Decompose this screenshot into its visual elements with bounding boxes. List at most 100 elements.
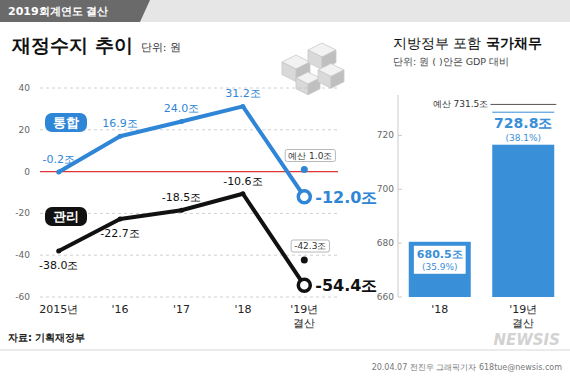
data-label: 680.5조 bbox=[417, 248, 463, 261]
cube-right bbox=[331, 70, 344, 88]
x-tick-label-line: 결산 bbox=[293, 317, 315, 330]
x-tick-label: 2015년 bbox=[39, 303, 78, 316]
series-name: 통합 bbox=[53, 115, 79, 130]
grid-line bbox=[40, 88, 338, 89]
x-tick-label: '18 bbox=[234, 303, 251, 316]
data-label: -18.5조 bbox=[162, 191, 201, 204]
y-tick bbox=[398, 135, 402, 136]
y-tick-label: 680 bbox=[377, 238, 394, 248]
x-tick-label: '16 bbox=[112, 303, 129, 316]
plot bbox=[56, 104, 310, 291]
data-label: -0.2조 bbox=[42, 153, 74, 166]
bar-label-box bbox=[491, 113, 555, 145]
header-tag: 2019회계연도 결산 bbox=[8, 5, 108, 18]
budget-point bbox=[301, 166, 308, 173]
y-tick-label: 40 bbox=[19, 83, 31, 93]
data-label: -10.6조 bbox=[223, 175, 262, 188]
credit: 20.04.07 전진우 그래픽기자 618tue@newsis.com bbox=[372, 363, 563, 372]
cube-left bbox=[296, 78, 308, 95]
x-tick-label: '17 bbox=[173, 303, 190, 316]
point bbox=[179, 119, 184, 124]
series-name: 관리 bbox=[53, 209, 79, 224]
point bbox=[240, 104, 245, 109]
bar-label: 728.8조 (38.1%) bbox=[491, 113, 555, 145]
background bbox=[0, 0, 570, 377]
series-line bbox=[59, 194, 305, 286]
cube-left bbox=[282, 62, 296, 82]
x-axis: 2015년 '16 '17 '18 '19년결산 bbox=[39, 303, 318, 330]
title-part: 지방정부 포함 bbox=[393, 35, 486, 51]
bars bbox=[409, 104, 557, 297]
header-tag-bg bbox=[0, 0, 150, 22]
data-label: 728.8조 bbox=[494, 115, 552, 131]
ratio-label: (38.1%) bbox=[505, 133, 541, 143]
source: 자료: 기획재정부 bbox=[8, 332, 85, 343]
budget-label: 예산 731.5조 bbox=[433, 99, 489, 109]
title-part: 국가채무 bbox=[486, 35, 542, 51]
grid-line bbox=[40, 171, 338, 172]
point bbox=[56, 170, 61, 175]
y-tick-label: 700 bbox=[377, 184, 394, 194]
bar-labels: 680.5조(35.9%) 728.8조 (38.1%) 예산 731.5조 bbox=[414, 98, 556, 273]
labels: 예산 1.0조 통합 -0.2조 16.9조 24.0조 31.2조 -12.0조 -42.3… bbox=[39, 87, 377, 295]
budget-label-box bbox=[291, 240, 329, 252]
budget-label-box bbox=[431, 98, 491, 110]
series-name-box bbox=[45, 113, 87, 132]
y-tick bbox=[398, 297, 402, 298]
point bbox=[179, 208, 184, 213]
bar-label-box bbox=[414, 246, 466, 274]
footer-rule bbox=[0, 350, 570, 351]
data-label: 24.0조 bbox=[164, 102, 200, 115]
chart-title: 재정수지 추이 bbox=[11, 34, 133, 56]
x-tick-label: '19년결산 bbox=[290, 303, 318, 330]
y-tick-label: 660 bbox=[377, 292, 394, 302]
y-tick-label: -60 bbox=[15, 292, 30, 302]
y-tick bbox=[398, 189, 402, 190]
grid-line bbox=[40, 297, 338, 298]
y-tick-label: 20 bbox=[19, 125, 31, 135]
point bbox=[118, 217, 123, 222]
y-tick bbox=[398, 243, 402, 244]
y-axis: 660 680 700 720 bbox=[377, 95, 402, 302]
x-tick-label: '18 bbox=[431, 303, 448, 316]
bar-label: 680.5조(35.9%) bbox=[414, 246, 466, 274]
x-tick-label-line: '19년 bbox=[509, 303, 537, 316]
grid-line bbox=[40, 255, 338, 256]
chart-subtitle: 단위: 원 ( )안은 GDP 대비 bbox=[393, 56, 509, 67]
axis-line bbox=[398, 95, 399, 297]
y-tick-label: 0 bbox=[24, 167, 30, 177]
x-tick-label-line: '19년 bbox=[290, 303, 318, 316]
y-axis: -60 -40 -20 0 20 40 bbox=[15, 83, 338, 302]
series-line bbox=[59, 106, 305, 196]
point bbox=[240, 191, 245, 196]
y-tick-label: -40 bbox=[15, 250, 30, 260]
budget-label: -42.3조 bbox=[294, 241, 326, 251]
decoration bbox=[282, 43, 344, 95]
budget-label: 예산 1.0조 bbox=[288, 151, 332, 161]
top-band bbox=[0, 0, 570, 22]
x-tick-label-line: 결산 bbox=[512, 317, 534, 330]
data-label: -38.0조 bbox=[39, 259, 78, 272]
infographic: 2019회계연도 결산재정수지 추이 단위: 원 -60 -40 -20 0 20 40 201… bbox=[0, 0, 570, 377]
chart-subtitle: 단위: 원 bbox=[141, 41, 181, 54]
bar bbox=[409, 242, 471, 297]
data-label: 31.2조 bbox=[225, 87, 261, 100]
data-label: -22.7조 bbox=[100, 227, 139, 240]
ratio-label: (35.9%) bbox=[422, 262, 458, 272]
point bbox=[118, 134, 123, 139]
y-tick-label: -20 bbox=[15, 208, 30, 218]
cube-left bbox=[318, 70, 331, 88]
budget-label-box bbox=[285, 150, 335, 162]
point bbox=[56, 249, 61, 254]
y-tick-label: 720 bbox=[377, 130, 394, 140]
watermark: NEWSIS bbox=[493, 331, 560, 349]
series-name-box bbox=[45, 207, 87, 226]
point bbox=[298, 191, 310, 203]
chart-title: 지방정부 포함 국가채무 bbox=[393, 35, 542, 51]
data-label: 16.9조 bbox=[102, 117, 138, 130]
cube-left bbox=[308, 50, 322, 70]
budget-line bbox=[490, 104, 556, 105]
data-label: -12.0조 bbox=[315, 188, 377, 207]
data-label: -54.4조 bbox=[315, 276, 377, 295]
x-tick-label: '19년결산 bbox=[509, 303, 537, 330]
